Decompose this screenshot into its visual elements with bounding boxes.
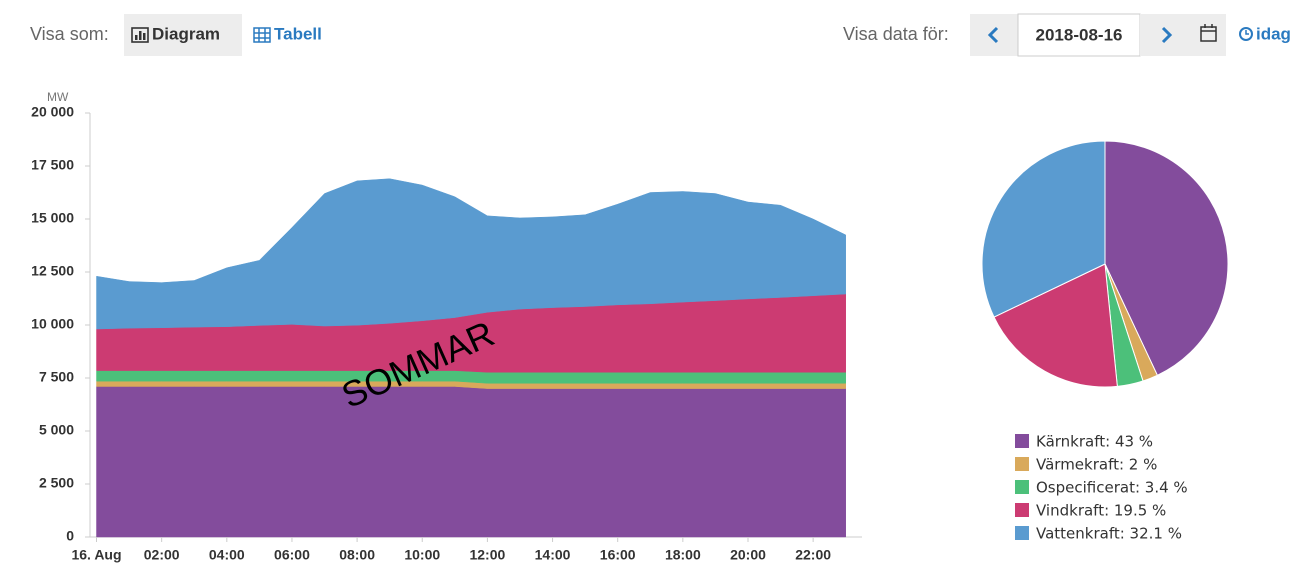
y-tick-label: 5 000	[39, 422, 74, 438]
area-series	[96, 178, 846, 330]
x-tick-label: 04:00	[209, 547, 245, 563]
next-icon	[1161, 26, 1173, 44]
x-tick-label: 06:00	[274, 547, 310, 563]
pie-slice	[1104, 140, 1229, 376]
x-tick-label: 18:00	[665, 547, 701, 563]
x-tick-label: 16:00	[600, 547, 636, 563]
clock-icon	[1239, 27, 1253, 41]
legend-swatch	[1015, 434, 1029, 448]
x-tick-label: 08:00	[339, 547, 375, 563]
y-tick-label: 10 000	[31, 316, 74, 332]
x-tick-label: 16. Aug	[71, 547, 121, 563]
legend-label: Värmekraft: 2 %	[1036, 456, 1157, 474]
x-tick-label: 02:00	[144, 547, 180, 563]
area-series	[96, 386, 846, 538]
x-tick-label: 10:00	[404, 547, 440, 563]
legend-label: Ospecificerat: 3.4 %	[1036, 479, 1188, 497]
table-icon	[253, 27, 271, 43]
next-button[interactable]	[1140, 14, 1190, 56]
x-tick-label: 12:00	[469, 547, 505, 563]
legend-swatch	[1015, 526, 1029, 540]
show-data-for-label: Visa data för:	[843, 24, 949, 44]
y-tick-label: 20 000	[31, 104, 74, 120]
pie-slice	[981, 140, 1106, 318]
calendar-button[interactable]	[1190, 14, 1226, 56]
unit-label: MW	[47, 90, 69, 104]
y-tick-label: 12 500	[31, 263, 74, 279]
diagram-icon	[131, 27, 149, 43]
y-tick-label: 7 500	[39, 369, 74, 385]
prev-icon	[987, 26, 999, 44]
legend-label: Vattenkraft: 32.1 %	[1036, 525, 1182, 543]
legend-swatch	[1015, 457, 1029, 471]
diagram-label[interactable]: Diagram	[152, 24, 220, 43]
clock-hands	[1245, 30, 1249, 35]
areas	[96, 178, 846, 538]
y-tick-label: 0	[66, 528, 74, 544]
table-link[interactable]: Tabell	[274, 24, 322, 43]
ticks: 0 2 500 5 000 7 500 10 000 12 500 15 000 17 500…	[31, 104, 831, 563]
y-tick-label: 17 500	[31, 157, 74, 173]
legend-label: Vindkraft: 19.5 %	[1036, 502, 1166, 520]
x-tick-label: 22:00	[795, 547, 831, 563]
date-value: 2018-08-16	[1036, 25, 1123, 44]
y-tick-label: 15 000	[31, 210, 74, 226]
prev-button[interactable]	[970, 14, 1018, 56]
y-tick-label: 2 500	[39, 475, 74, 491]
x-tick-label: 20:00	[730, 547, 766, 563]
pie-slice	[993, 263, 1118, 388]
pie: Kärnkraft: 43 % Värmekraft: 2 % Ospecifice…	[981, 140, 1229, 543]
legend-swatch	[1015, 480, 1029, 494]
x-tick-label: 14:00	[535, 547, 571, 563]
legend-label: Kärnkraft: 43 %	[1036, 433, 1153, 451]
today-link[interactable]: idag	[1256, 24, 1291, 43]
show-as-label: Visa som:	[30, 24, 109, 44]
calendar-icon	[1200, 24, 1217, 42]
legend-swatch	[1015, 503, 1029, 517]
